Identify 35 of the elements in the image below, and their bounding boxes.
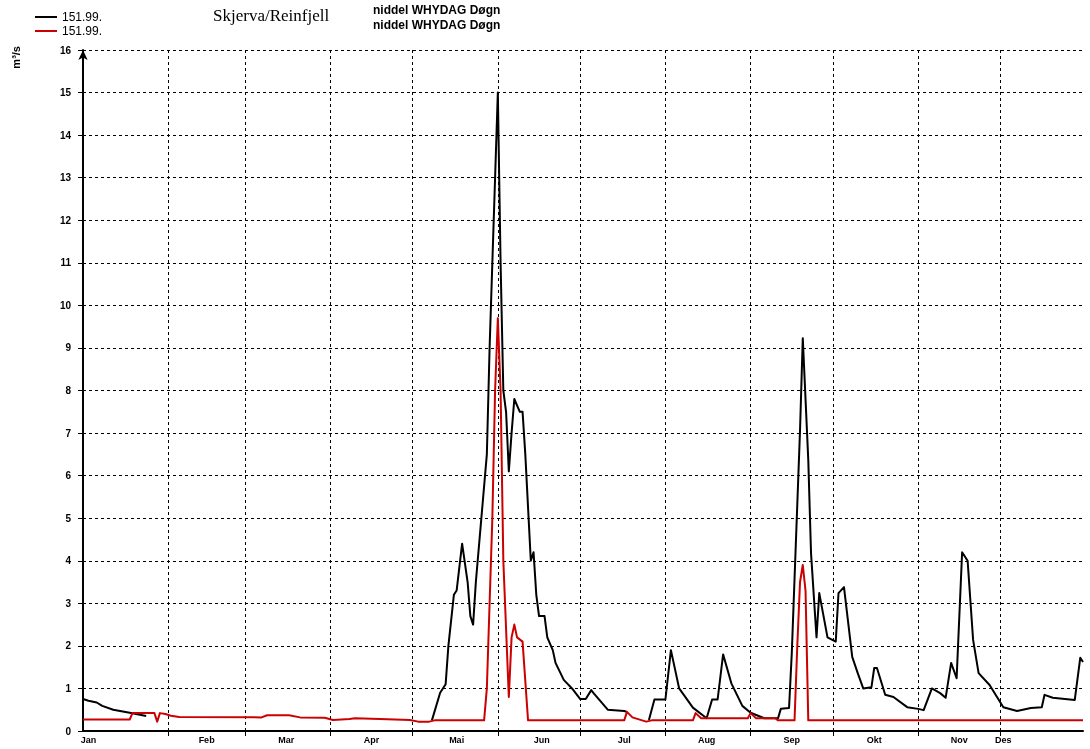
- x-tick-label: Sep: [783, 734, 801, 745]
- x-tick-label: Des: [995, 734, 1012, 745]
- y-tick-label: 11: [60, 257, 72, 269]
- text: niddel WHYDAG Døgn: [373, 18, 501, 32]
- y-tick-label: 16: [59, 44, 72, 56]
- text: niddel WHYDAG Døgn: [373, 3, 501, 17]
- y-tick-label: 3: [65, 597, 72, 609]
- chart-title: Skjerva/Reinfjell: [213, 6, 330, 25]
- x-tick-label: Okt: [866, 734, 882, 745]
- legend-label: 151.99.: [62, 10, 103, 24]
- y-tick-label: 0: [65, 725, 72, 737]
- x-tick-label: Apr: [363, 734, 380, 745]
- x-tick-label: Aug: [697, 734, 716, 745]
- x-tick-label: Feb: [198, 734, 216, 745]
- x-tick-label: Jun: [533, 734, 550, 745]
- y-tick-label: 13: [59, 172, 72, 184]
- x-tick-label: Jan: [80, 734, 97, 745]
- y-tick-label: 8: [65, 385, 72, 396]
- x-tick-label: Mar: [278, 734, 295, 745]
- y-tick-label: 14: [59, 129, 72, 141]
- y-tick-label: 4: [65, 555, 72, 567]
- x-tick-label: Nov: [950, 734, 968, 745]
- y-tick-label: 2: [65, 640, 72, 652]
- y-tick-label: 9: [65, 342, 72, 354]
- y-tick-label: 15: [59, 87, 72, 99]
- y-tick-label: 6: [65, 470, 72, 482]
- y-tick-label: 1: [65, 682, 72, 694]
- y-tick-label: 10: [59, 299, 72, 311]
- x-tick-label: Jul: [617, 734, 631, 745]
- legend-label: 151.99.: [62, 24, 103, 38]
- y-tick-label: 7: [65, 427, 72, 439]
- y-tick-label: 5: [65, 512, 72, 524]
- y-axis-title: m³/s: [9, 46, 22, 69]
- y-tick-label: 12: [59, 214, 72, 226]
- x-tick-label: Mai: [449, 734, 465, 745]
